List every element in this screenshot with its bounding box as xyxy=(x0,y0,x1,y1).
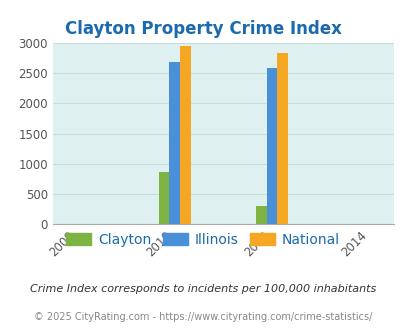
Bar xyxy=(158,172,169,224)
Bar xyxy=(179,46,190,224)
Legend: Clayton, Illinois, National: Clayton, Illinois, National xyxy=(61,227,344,252)
Text: © 2025 CityRating.com - https://www.cityrating.com/crime-statistics/: © 2025 CityRating.com - https://www.city… xyxy=(34,312,371,322)
Text: Crime Index corresponds to incidents per 100,000 inhabitants: Crime Index corresponds to incidents per… xyxy=(30,284,375,294)
Bar xyxy=(277,52,288,224)
Text: Clayton Property Crime Index: Clayton Property Crime Index xyxy=(64,20,341,38)
Bar xyxy=(255,206,266,224)
Bar xyxy=(266,68,277,224)
Bar xyxy=(169,62,179,224)
